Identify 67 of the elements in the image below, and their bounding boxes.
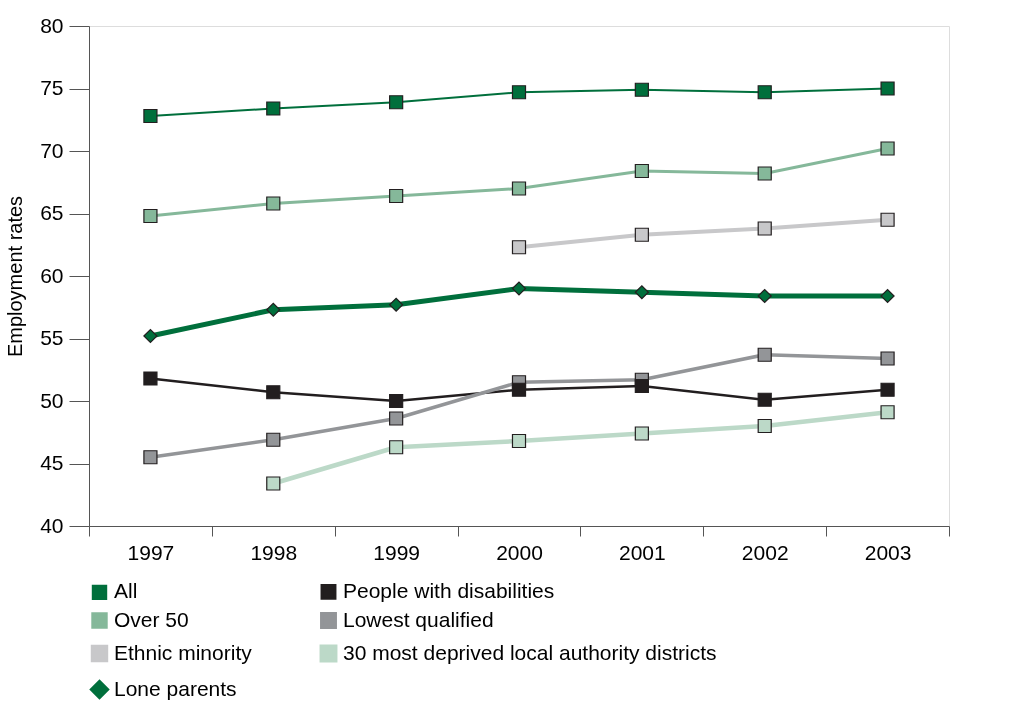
point	[634, 163, 649, 179]
point	[757, 392, 772, 407]
y-tick-label: 45	[40, 451, 64, 474]
point	[634, 426, 649, 441]
point	[880, 141, 895, 156]
point	[634, 378, 649, 394]
point	[511, 433, 527, 449]
y-tick-label: 65	[40, 201, 64, 224]
point	[757, 347, 772, 362]
point	[266, 196, 281, 211]
point	[511, 85, 527, 100]
point	[511, 240, 527, 255]
point	[389, 393, 404, 409]
legend-label: People with disabilities	[343, 578, 555, 602]
y-tick-label: 55	[40, 326, 64, 349]
point	[143, 371, 158, 386]
x-tick-label: 1998	[250, 540, 298, 564]
point	[511, 181, 527, 196]
point	[266, 385, 281, 400]
point	[389, 297, 404, 312]
point	[389, 411, 404, 426]
legend-label: 30 most deprived local authority districts	[343, 640, 717, 664]
y-tick-label: 70	[40, 138, 64, 162]
legend-label: Ethnic minority	[114, 640, 253, 664]
point	[757, 221, 772, 236]
point	[143, 208, 158, 224]
point	[389, 95, 404, 110]
point	[634, 285, 649, 300]
point	[880, 382, 895, 397]
point	[880, 288, 895, 304]
point	[266, 476, 281, 491]
point	[266, 101, 281, 116]
point	[757, 288, 772, 304]
legend-label: Lowest qualified	[343, 607, 494, 631]
x-tick-label: 2003	[864, 540, 912, 564]
point	[757, 166, 772, 181]
point	[266, 302, 281, 317]
legend-label: All	[114, 579, 138, 603]
point	[143, 328, 158, 344]
legend-label: Lone parents	[114, 676, 237, 700]
point	[143, 450, 158, 465]
point	[266, 432, 281, 447]
x-tick-label: 2002	[741, 540, 789, 564]
y-axis-title: Employment rates	[4, 195, 27, 358]
point	[634, 227, 649, 242]
point	[880, 405, 895, 420]
point	[880, 212, 895, 227]
x-tick-label: 1997	[127, 540, 175, 564]
y-tick-label: 50	[40, 388, 64, 412]
x-tick-label: 1999	[373, 540, 420, 564]
y-tick-label: 75	[40, 76, 64, 99]
y-tick-label: 60	[40, 263, 64, 287]
point	[880, 81, 895, 96]
point	[634, 82, 649, 97]
point	[511, 382, 527, 397]
y-tick-label: 80	[40, 13, 64, 37]
point	[389, 188, 404, 204]
x-tick-label: 2000	[496, 540, 543, 564]
point	[880, 351, 895, 366]
point	[389, 440, 404, 455]
point	[757, 85, 772, 100]
x-tick-label: 2001	[619, 540, 666, 564]
point	[757, 418, 772, 434]
y-tick-label: 40	[40, 513, 64, 537]
legend-label: Over 50	[114, 607, 189, 631]
point	[511, 281, 527, 296]
point	[143, 108, 158, 124]
